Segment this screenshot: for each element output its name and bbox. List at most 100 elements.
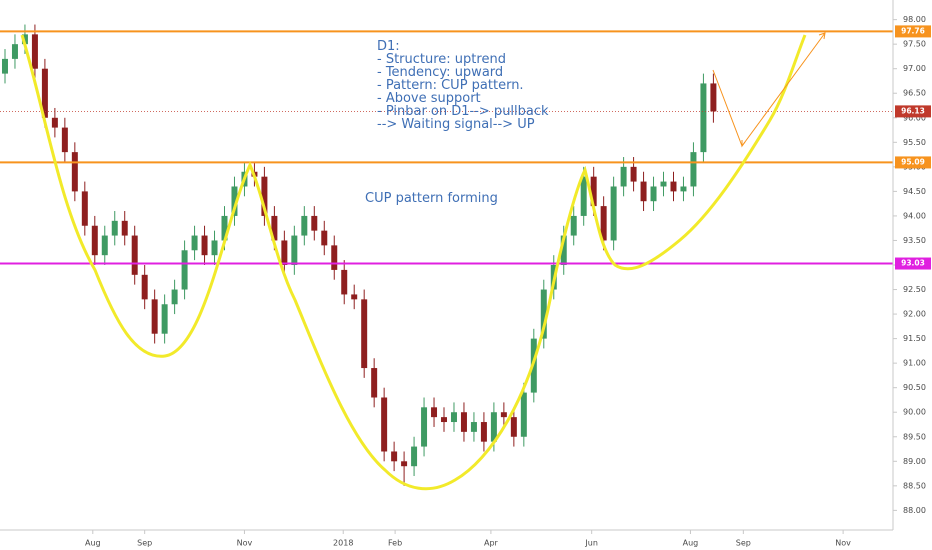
x-tick-label: 2018 <box>333 539 353 548</box>
arrow-head <box>818 32 826 40</box>
arrow-head <box>741 140 746 148</box>
candle-body <box>101 235 108 256</box>
candle-body <box>161 304 168 334</box>
level-label: 93.03 <box>901 259 925 268</box>
annotation: - Pattern: CUP pattern. <box>377 78 524 93</box>
level-label: 96.13 <box>901 106 925 115</box>
candle-body <box>71 152 78 192</box>
candle-body <box>271 215 278 241</box>
candle-body <box>281 240 288 265</box>
candle-body <box>490 412 497 442</box>
candle-body <box>171 289 178 305</box>
annotation: D1: <box>377 39 400 54</box>
annotation: - Above support <box>377 91 481 106</box>
candle-body <box>580 176 587 216</box>
annotation: CUP pattern forming <box>365 191 498 206</box>
y-tick-label: 89.00 <box>903 457 926 466</box>
candle-body <box>480 422 487 442</box>
candle-body <box>620 166 627 187</box>
candle-body <box>650 186 657 202</box>
y-tick-label: 88.50 <box>903 481 926 490</box>
annotation-block: D1: - Structure: uptrend - Tendency: upw… <box>377 39 549 132</box>
candle-body <box>361 299 368 369</box>
annotation: - Tendency: upward <box>377 65 503 80</box>
y-tick-label: 92.50 <box>903 285 926 294</box>
candle-body <box>341 269 348 295</box>
candle-body <box>261 176 268 216</box>
y-tick-label: 96.00 <box>903 113 926 122</box>
candle-body <box>630 166 637 182</box>
candle-body <box>700 83 707 153</box>
candle-body <box>450 412 457 423</box>
candle-body <box>41 68 48 118</box>
x-tick-label: Feb <box>388 539 402 548</box>
y-tick-label: 90.00 <box>903 408 926 417</box>
candle-body <box>460 412 467 432</box>
candle-body <box>21 34 28 45</box>
candle-body <box>371 368 378 398</box>
y-tick-label: 89.50 <box>903 432 926 441</box>
y-tick-label: 97.50 <box>903 40 926 49</box>
level-labels: 97.76 95.09 93.03 96.13 <box>895 25 931 270</box>
x-tick-label: Jun <box>584 539 598 548</box>
candle-body <box>381 397 388 452</box>
candle-body <box>540 289 547 339</box>
candle-body <box>570 215 577 236</box>
candle-body <box>301 215 308 236</box>
candle-body <box>560 235 567 265</box>
y-tick-label: 97.00 <box>903 64 926 73</box>
y-tick-label: 93.50 <box>903 236 926 245</box>
candle-body <box>141 274 148 300</box>
x-tick-label: Apr <box>484 539 499 548</box>
candle-body <box>181 250 188 290</box>
y-tick-label: 91.50 <box>903 334 926 343</box>
candle-body <box>401 461 408 467</box>
candle-body <box>470 422 477 432</box>
candles <box>1 24 717 486</box>
y-tick-label: 98.00 <box>903 15 926 24</box>
candle-body <box>81 191 88 226</box>
candle-body <box>600 206 607 241</box>
y-tick-label: 94.50 <box>903 187 926 196</box>
candle-body <box>91 225 98 256</box>
candle-body <box>151 299 158 334</box>
candle-body <box>610 186 617 241</box>
candle-body <box>201 235 208 256</box>
candle-body <box>121 220 128 236</box>
candle-body <box>61 127 68 153</box>
y-tick-label: 96.50 <box>903 89 926 98</box>
candle-body <box>660 181 667 187</box>
y-tick-label: 90.50 <box>903 383 926 392</box>
level-label-box <box>895 156 931 169</box>
y-tick-label: 92.00 <box>903 310 926 319</box>
candle-body <box>231 186 238 216</box>
x-tick-label: Nov <box>835 539 851 548</box>
candle-body <box>421 407 428 447</box>
level-label: 95.09 <box>901 157 925 166</box>
candle-body <box>221 215 228 241</box>
candle-body <box>291 235 298 265</box>
x-tick-label: Aug <box>85 539 101 548</box>
candle-body <box>500 412 507 418</box>
annotation: - Structure: uptrend <box>377 52 506 67</box>
candle-body <box>11 44 18 59</box>
annotation: - Pinbar on D1--> pullback <box>377 104 549 119</box>
y-tick-label: 95.50 <box>903 138 926 147</box>
candle-body <box>1 58 8 74</box>
level-label-box <box>895 257 931 270</box>
level-label: 97.76 <box>901 26 925 35</box>
candle-body <box>690 152 697 187</box>
y-tick-label: 88.00 <box>903 506 926 515</box>
candle-body <box>441 417 447 423</box>
annotation: --> Waiting signal--> UP <box>377 117 535 132</box>
candle-body <box>331 245 338 270</box>
x-tick-label: Aug <box>683 539 699 548</box>
y-tick-label: 94.00 <box>903 211 926 220</box>
candle-body <box>680 186 687 192</box>
candle-body <box>670 181 677 192</box>
x-tick-label: Sep <box>736 539 751 548</box>
candle-body <box>131 235 138 275</box>
candle-body <box>520 392 527 437</box>
candle-body <box>640 181 647 202</box>
